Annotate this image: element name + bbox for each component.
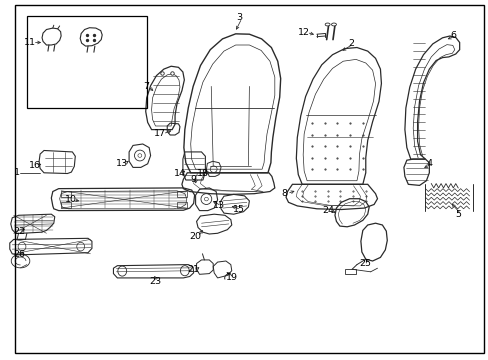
Text: 9: 9 [190,175,196,184]
Text: 21: 21 [187,266,199,274]
Text: 23: 23 [149,277,161,286]
Bar [61,191,71,197]
Text: 10: 10 [65,195,77,204]
Text: 19: 19 [226,273,238,282]
Text: 12: 12 [298,28,309,37]
Ellipse shape [325,23,329,26]
Text: 15: 15 [232,205,244,214]
Text: 16: 16 [29,161,41,170]
Text: 18: 18 [197,169,208,178]
Bar [344,269,355,274]
Text: 24: 24 [322,206,334,215]
Text: 13: 13 [213,202,224,210]
Text: 4: 4 [426,159,431,168]
Bar [61,202,71,208]
Text: 2: 2 [347,40,353,49]
Text: 3: 3 [236,13,242,22]
Text: 7: 7 [142,82,148,91]
Bar [177,202,186,208]
Text: 20: 20 [189,233,201,241]
Ellipse shape [331,23,336,26]
Text: 8: 8 [281,189,287,198]
Text: 6: 6 [450,31,456,40]
Text: 13: 13 [116,159,128,168]
Text: 14: 14 [174,169,185,178]
Text: 1: 1 [14,168,20,177]
Text: 11: 11 [24,38,36,47]
Text: 26: 26 [14,251,25,259]
Text: 25: 25 [359,259,371,268]
Text: 5: 5 [455,210,461,219]
Bar [27,16,146,108]
Text: 17: 17 [154,129,166,138]
Bar [177,191,186,197]
Text: 22: 22 [14,227,25,236]
